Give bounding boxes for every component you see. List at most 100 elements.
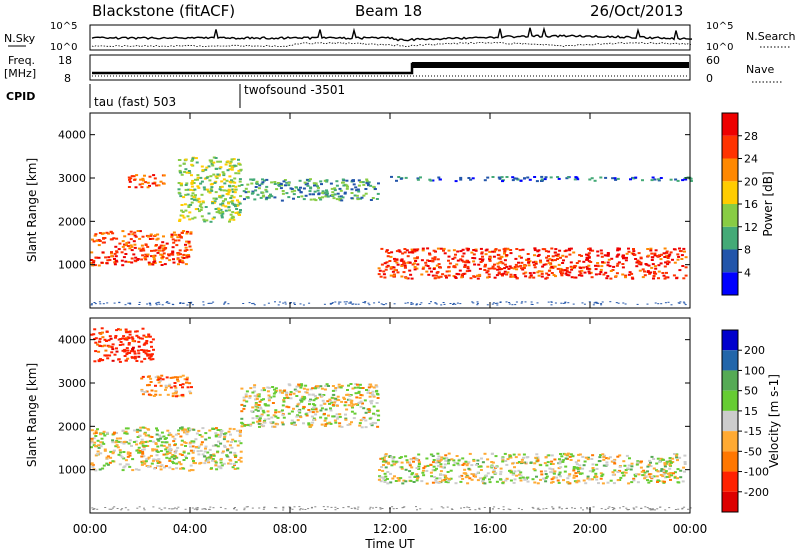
data-cell <box>531 506 534 508</box>
data-cell <box>574 472 578 475</box>
data-cell <box>496 265 500 268</box>
data-cell <box>221 171 225 174</box>
data-cell <box>649 465 653 468</box>
data-cell <box>383 472 387 475</box>
data-cell <box>391 460 395 463</box>
data-cell <box>593 476 597 479</box>
data-cell <box>171 454 175 456</box>
data-cell <box>386 461 390 464</box>
data-cell <box>189 188 193 191</box>
data-cell <box>269 193 272 196</box>
data-cell <box>159 468 163 471</box>
data-cell <box>97 264 101 267</box>
data-cell <box>369 400 373 403</box>
data-cell <box>491 465 494 468</box>
data-cell <box>182 216 186 219</box>
data-cell <box>179 435 183 438</box>
data-cell <box>616 177 620 180</box>
data-cell <box>240 410 244 413</box>
data-cell <box>239 168 243 171</box>
data-cell <box>105 262 109 265</box>
search-noise-trace <box>91 41 693 48</box>
data-cell <box>410 458 414 461</box>
data-cell <box>675 456 679 459</box>
data-cell <box>176 432 180 435</box>
data-cell <box>545 475 549 478</box>
data-cell <box>197 200 201 203</box>
data-cell <box>161 378 165 381</box>
data-cell <box>611 269 615 271</box>
data-cell <box>149 234 153 237</box>
data-cell <box>296 414 299 417</box>
data-cell <box>344 413 347 416</box>
data-cell <box>557 473 561 476</box>
data-cell <box>248 302 251 304</box>
data-cell <box>423 465 427 468</box>
data-cell <box>447 259 450 262</box>
data-cell <box>392 462 396 465</box>
data-cell <box>323 388 327 391</box>
data-cell <box>162 252 166 255</box>
data-cell <box>581 455 585 458</box>
data-cell <box>278 389 282 392</box>
data-cell <box>506 248 510 251</box>
data-cell <box>326 422 330 425</box>
data-cell <box>622 302 625 304</box>
velocity-colorbar-tick-label: -100 <box>744 466 769 479</box>
data-cell <box>197 453 201 456</box>
data-cell <box>168 466 172 469</box>
data-cell <box>337 386 340 389</box>
data-cell <box>383 276 387 279</box>
data-cell <box>292 193 296 196</box>
data-cell <box>663 463 667 466</box>
data-cell <box>125 353 129 356</box>
data-cell <box>681 179 685 182</box>
data-cell <box>617 261 621 264</box>
data-cell <box>597 482 600 485</box>
data-cell <box>484 249 488 252</box>
data-cell <box>490 476 494 479</box>
data-cell <box>179 195 183 198</box>
data-cell <box>135 334 139 337</box>
data-cell <box>628 457 631 460</box>
data-cell <box>480 259 484 262</box>
data-cell <box>201 427 205 430</box>
data-cell <box>438 458 441 461</box>
x-tick-label: 04:00 <box>173 522 208 536</box>
data-cell <box>344 401 348 404</box>
data-cell <box>100 345 104 348</box>
data-cell <box>143 174 146 177</box>
data-cell <box>91 238 94 241</box>
data-cell <box>376 192 380 195</box>
data-cell <box>310 408 314 411</box>
data-cell <box>483 476 487 479</box>
data-cell <box>442 478 446 481</box>
data-cell <box>430 270 433 273</box>
data-cell <box>126 349 130 352</box>
data-cell <box>495 480 499 483</box>
data-cell <box>94 430 98 433</box>
data-cell <box>390 175 393 178</box>
data-cell <box>627 482 631 485</box>
data-cell <box>682 301 685 303</box>
data-cell <box>190 163 194 166</box>
data-cell <box>580 269 584 272</box>
data-cell <box>212 507 215 509</box>
data-cell <box>190 185 194 188</box>
data-cell <box>168 445 172 448</box>
data-cell <box>683 250 686 253</box>
data-cell <box>149 303 152 305</box>
data-cell <box>148 353 152 356</box>
data-cell <box>234 456 237 458</box>
data-cell <box>155 454 159 457</box>
data-cell <box>536 482 540 485</box>
data-cell <box>497 176 501 179</box>
data-cell <box>101 251 105 254</box>
data-cell <box>689 507 692 509</box>
data-cell <box>258 425 261 428</box>
data-cell <box>301 397 305 400</box>
data-cell <box>359 387 363 389</box>
data-cell <box>574 276 578 279</box>
beam-title: Beam 18 <box>355 2 422 20</box>
data-cell <box>93 441 97 444</box>
